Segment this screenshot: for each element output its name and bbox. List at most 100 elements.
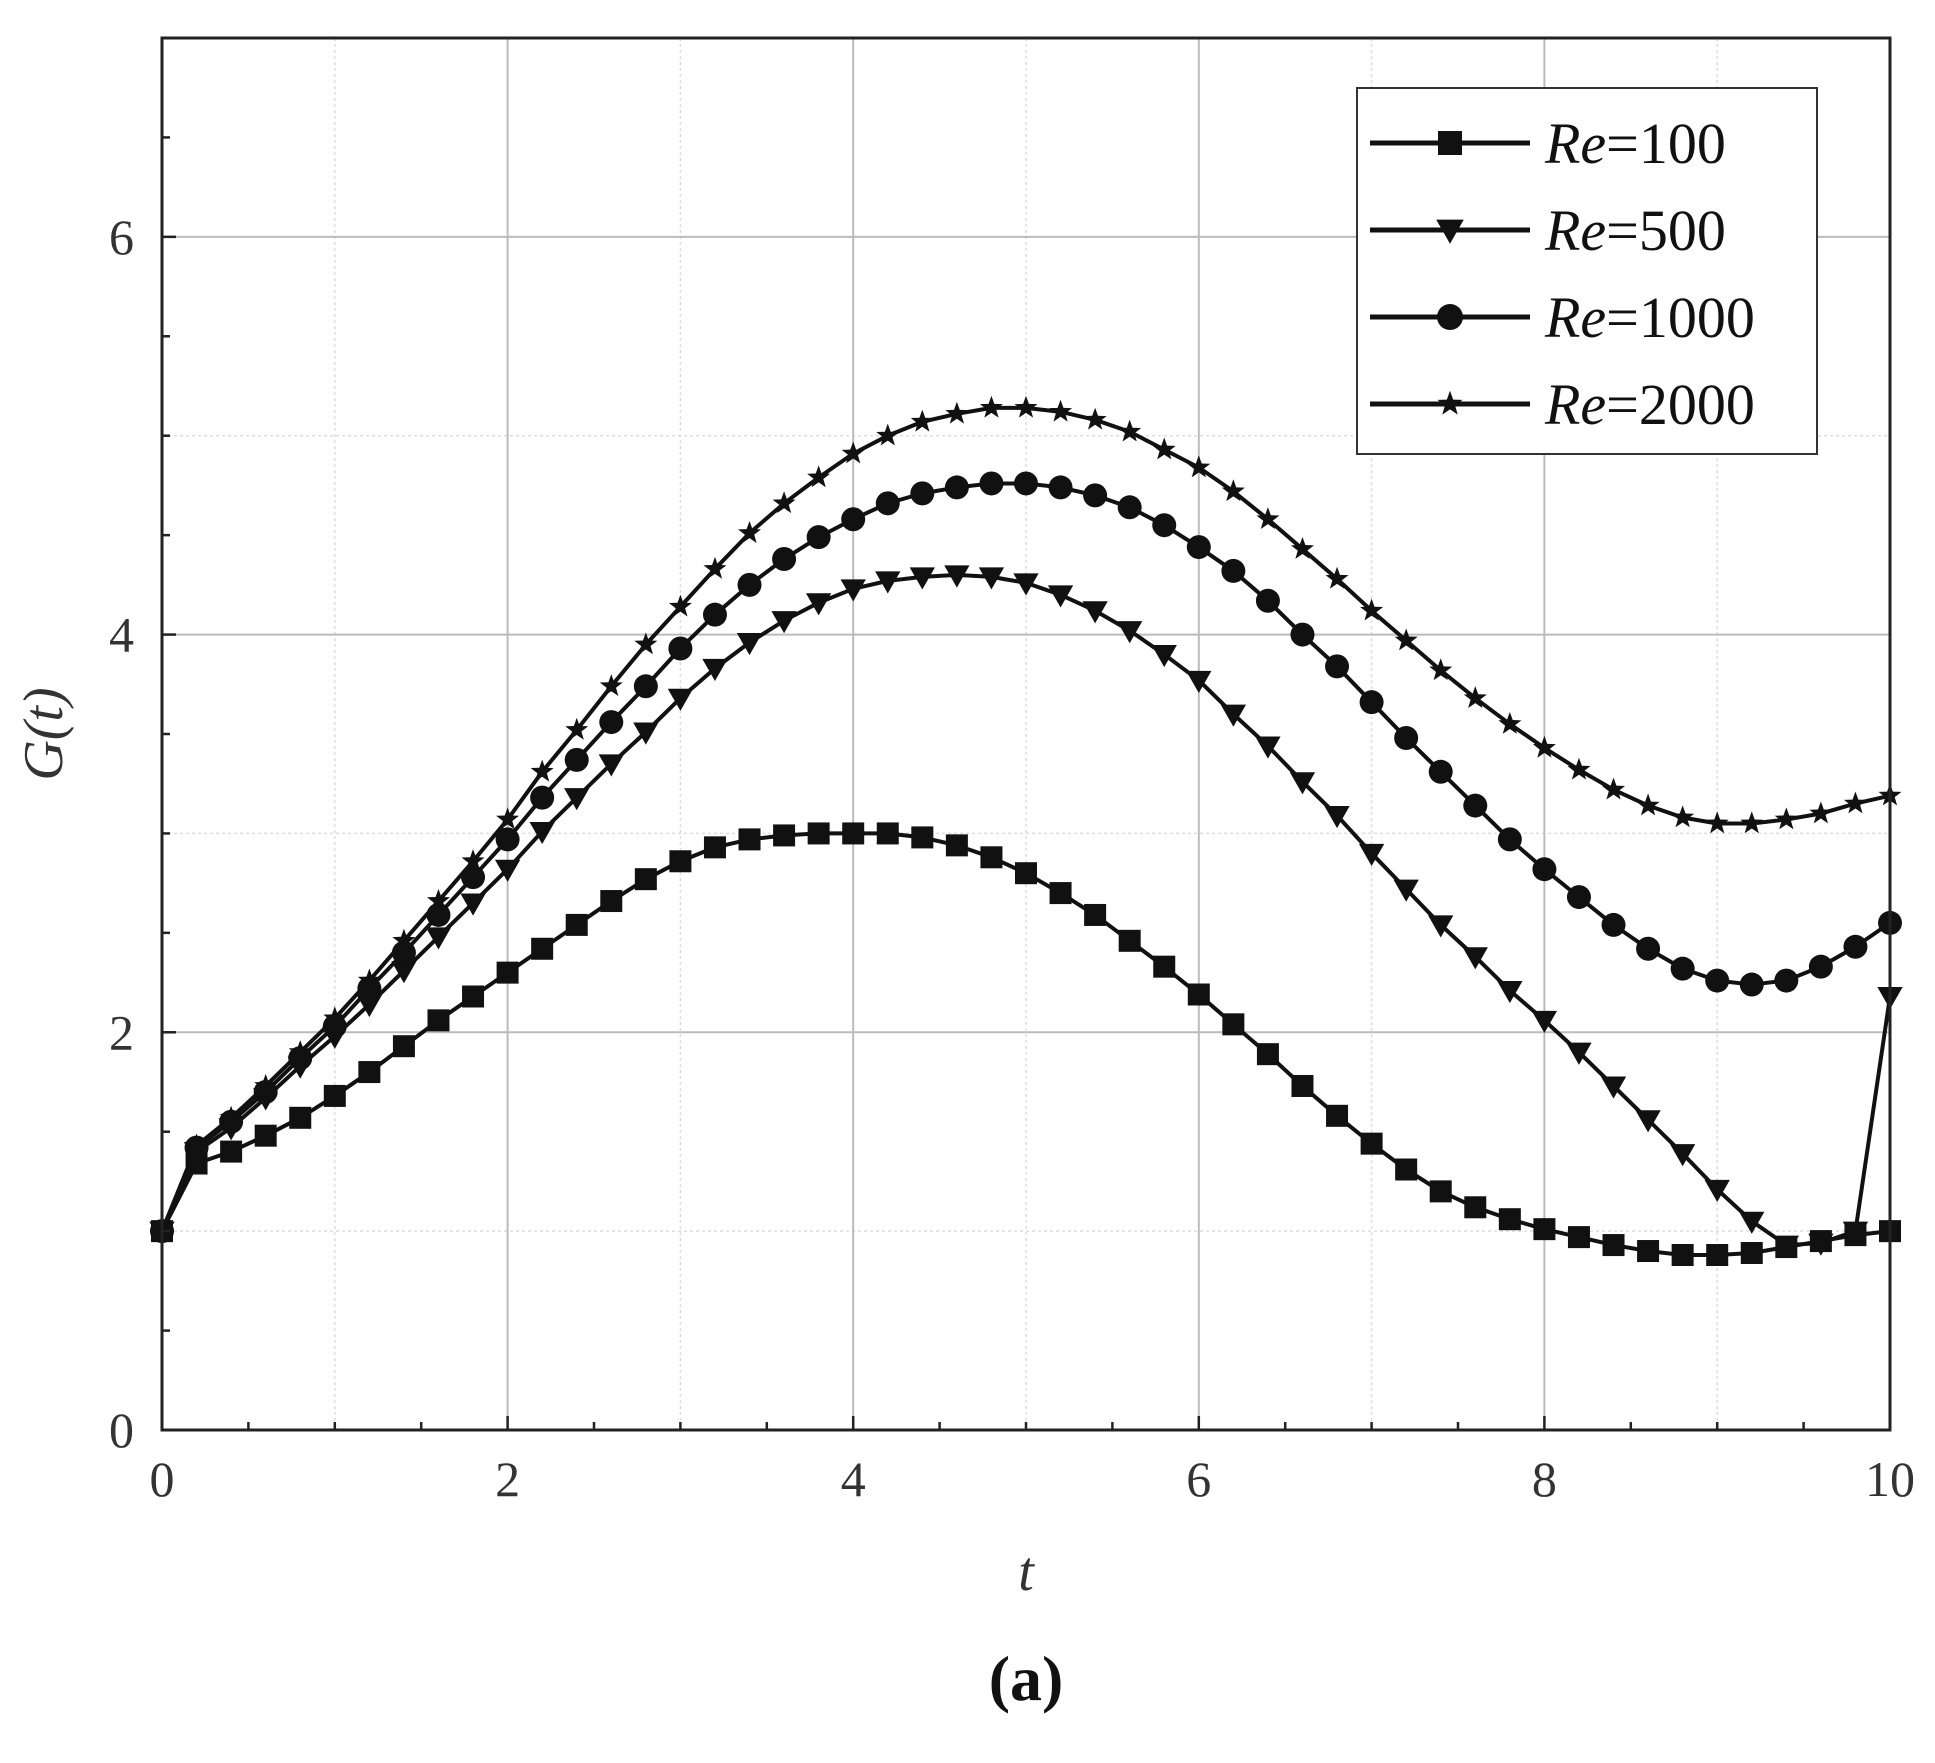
data-point-re-2000 <box>807 465 831 488</box>
data-point-re-2000 <box>219 1105 243 1128</box>
y-tick-label: 2 <box>109 1004 134 1060</box>
data-point-re-100 <box>531 937 554 960</box>
data-point-re-500 <box>598 754 624 777</box>
data-point-re-500 <box>667 688 694 711</box>
data-point-re-2000 <box>1152 437 1176 460</box>
data-point-re-500 <box>494 859 521 882</box>
data-point-re-1000 <box>979 471 1004 496</box>
data-point-re-1000 <box>495 827 520 852</box>
data-point-re-1000 <box>875 491 900 516</box>
data-point-re-500 <box>564 788 590 811</box>
data-point-re-2000 <box>1774 807 1798 830</box>
data-point-re-500 <box>1842 1221 1869 1244</box>
data-point-re-100 <box>945 834 968 857</box>
data-point-re-1000 <box>668 636 693 661</box>
data-point-re-1000 <box>702 602 727 627</box>
data-point-re-2000 <box>323 1006 347 1029</box>
data-point-re-2000 <box>1463 686 1487 708</box>
data-point-re-1000 <box>1636 936 1661 961</box>
series-re-100 <box>151 822 1901 1267</box>
data-point-re-100 <box>358 1061 381 1084</box>
data-point-re-2000 <box>668 594 692 617</box>
data-point-re-2000 <box>1083 407 1107 430</box>
data-point-re-100 <box>669 850 692 873</box>
data-point-re-2000 <box>426 888 450 911</box>
data-point-re-100 <box>1740 1242 1763 1265</box>
data-point-re-2000 <box>185 1133 209 1156</box>
data-point-re-2000 <box>772 491 796 514</box>
data-point-re-100 <box>462 985 485 1008</box>
data-point-re-2000 <box>1360 598 1384 621</box>
data-point-re-100 <box>1637 1240 1660 1263</box>
data-point-re-2000 <box>1429 658 1453 681</box>
data-point-re-1000 <box>1774 968 1799 993</box>
data-point-re-2000 <box>1671 805 1695 828</box>
legend-marker <box>1438 131 1462 155</box>
data-point-re-1000 <box>910 481 935 506</box>
x-tick-label: 4 <box>841 1451 866 1507</box>
data-point-re-100 <box>323 1084 346 1107</box>
data-point-re-2000 <box>738 521 762 543</box>
y-axis-title: G(t) <box>13 687 75 780</box>
data-point-re-1000 <box>633 674 658 699</box>
data-point-re-2000 <box>565 717 589 740</box>
data-point-re-1000 <box>1532 857 1557 882</box>
data-point-re-2000 <box>1118 419 1142 442</box>
legend-label-rest: =100 <box>1606 111 1726 176</box>
data-point-re-2000 <box>392 928 416 951</box>
data-point-re-1000 <box>1394 725 1419 750</box>
y-tick-label: 0 <box>109 1402 134 1458</box>
data-point-re-500 <box>1047 585 1074 608</box>
data-point-re-2000 <box>1290 536 1314 559</box>
data-point-re-1000 <box>1152 513 1177 538</box>
data-point-re-2000 <box>288 1040 312 1062</box>
data-point-re-100 <box>807 822 830 845</box>
x-tick-label: 10 <box>1865 1451 1915 1507</box>
legend-label-rest: =1000 <box>1606 285 1755 350</box>
data-point-re-500 <box>1117 621 1143 644</box>
data-point-re-2000 <box>841 441 865 464</box>
data-point-re-1000 <box>1083 483 1108 508</box>
data-point-re-100 <box>1395 1158 1418 1181</box>
x-tick-label: 8 <box>1532 1451 1557 1507</box>
data-point-re-100 <box>496 961 519 984</box>
data-point-re-1000 <box>1739 972 1764 997</box>
legend-label-italic: Re <box>1544 285 1606 350</box>
data-point-re-500 <box>1082 601 1108 624</box>
data-point-re-500 <box>1566 1042 1592 1065</box>
data-point-re-100 <box>220 1140 243 1163</box>
legend-label-rest: =500 <box>1606 198 1726 263</box>
data-point-re-100 <box>600 890 623 913</box>
data-point-re-500 <box>460 893 486 916</box>
data-point-re-100 <box>254 1124 277 1147</box>
data-point-re-500 <box>771 611 797 634</box>
data-point-re-2000 <box>1567 757 1591 780</box>
data-point-re-1000 <box>1255 588 1280 613</box>
panel-label: (a) <box>989 1643 1064 1714</box>
data-point-re-2000 <box>461 849 485 872</box>
data-point-re-100 <box>911 826 934 849</box>
data-point-re-2000 <box>634 632 658 655</box>
legend-label-italic: Re <box>1544 111 1606 176</box>
data-point-re-500 <box>1497 981 1523 1004</box>
data-point-re-500 <box>736 633 763 656</box>
data-point-re-1000 <box>426 902 451 927</box>
legend-entry-re-1000: Re=1000 <box>1370 285 1755 350</box>
data-point-re-1000 <box>1428 759 1453 784</box>
data-point-re-1000 <box>530 785 555 810</box>
data-point-re-500 <box>702 658 728 682</box>
data-point-re-2000 <box>496 807 520 830</box>
legend-label: Re=2000 <box>1544 372 1755 437</box>
data-point-re-500 <box>356 994 383 1018</box>
data-point-re-500 <box>1808 1233 1834 1256</box>
data-point-re-500 <box>840 579 866 602</box>
data-point-re-500 <box>1151 644 1177 668</box>
data-point-re-500 <box>529 821 555 845</box>
data-point-re-100 <box>1187 983 1210 1006</box>
data-point-re-100 <box>289 1106 312 1129</box>
data-point-re-1000 <box>1566 885 1591 910</box>
series-layer <box>149 395 1903 1267</box>
data-point-re-500 <box>1428 915 1454 938</box>
data-point-re-1000 <box>1290 622 1315 647</box>
data-point-re-2000 <box>703 556 727 579</box>
